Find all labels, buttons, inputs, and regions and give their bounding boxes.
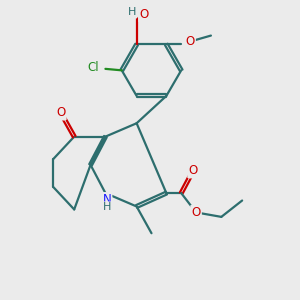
Text: N: N bbox=[103, 193, 111, 206]
Text: O: O bbox=[188, 164, 198, 177]
Text: O: O bbox=[140, 8, 149, 21]
Text: H: H bbox=[128, 8, 136, 17]
Text: O: O bbox=[56, 106, 65, 119]
Text: O: O bbox=[191, 206, 201, 219]
Text: O: O bbox=[185, 35, 195, 48]
Text: H: H bbox=[103, 202, 111, 212]
Text: N: N bbox=[103, 193, 111, 206]
Text: H: H bbox=[103, 202, 111, 212]
Text: O: O bbox=[185, 35, 195, 48]
Text: O: O bbox=[191, 206, 201, 219]
Text: O: O bbox=[140, 8, 149, 21]
Text: O: O bbox=[56, 106, 65, 119]
Text: Cl: Cl bbox=[88, 61, 99, 74]
Text: Cl: Cl bbox=[88, 61, 99, 74]
Text: H: H bbox=[128, 8, 136, 17]
Text: O: O bbox=[188, 164, 198, 177]
